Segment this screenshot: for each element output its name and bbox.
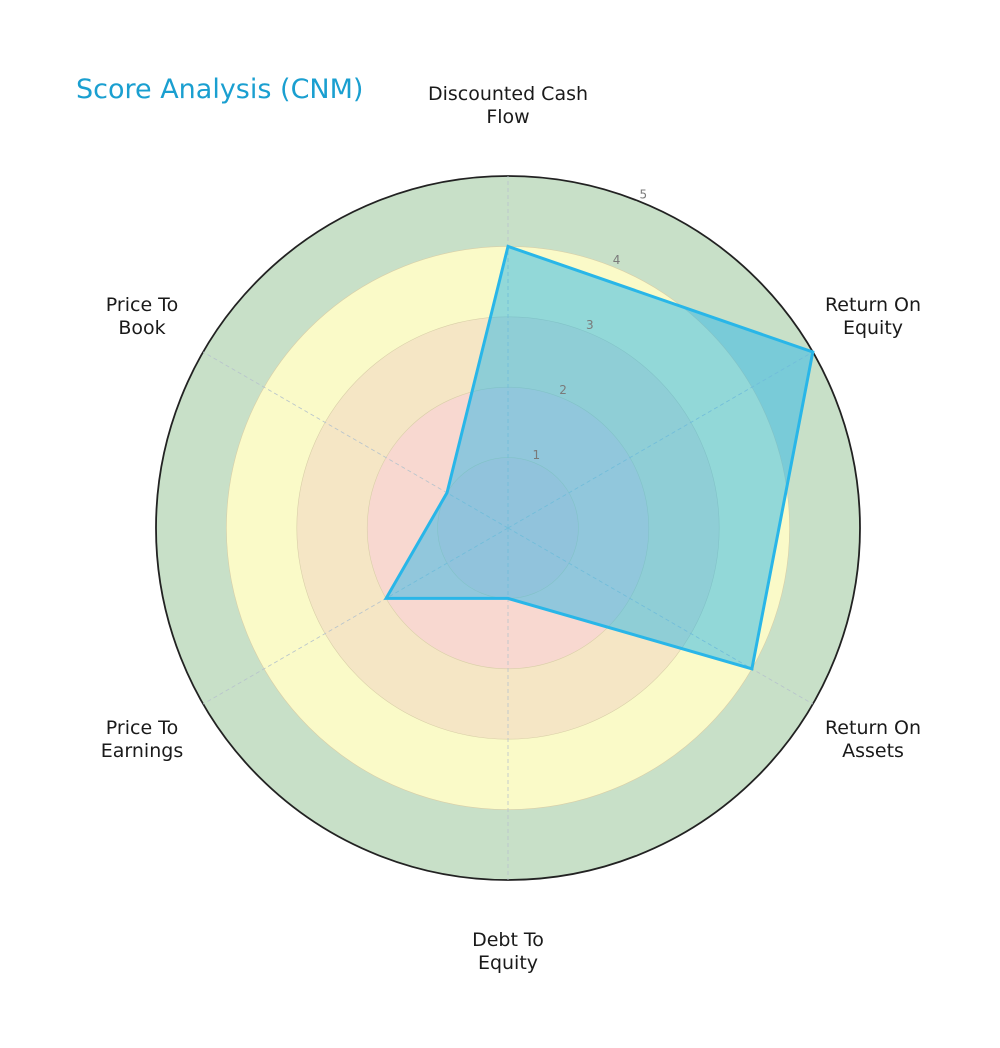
axis-label: Discounted Cash Flow [428,83,588,128]
axis-labels: Discounted Cash Flow Return On Equity Return… [101,83,921,974]
radial-tick-label: 1 [532,448,540,462]
data-series [383,244,815,671]
axis-label: Debt To Equity [472,929,544,974]
radial-tick-label: 5 [640,188,648,202]
radial-tick-label: 4 [613,253,621,267]
axis-label: Return On Assets [825,717,921,762]
chart-title: Score Analysis (CNM) [76,74,363,105]
axis-label: Price To Book [106,294,178,339]
radial-tick-labels: 1 2 3 4 5 [532,188,647,462]
axis-label: Price To Earnings [101,717,183,762]
radial-tick-label: 3 [586,318,594,332]
radial-tick-label: 2 [559,383,567,397]
series-polygon [383,244,815,671]
axis-label: Return On Equity [825,294,921,339]
